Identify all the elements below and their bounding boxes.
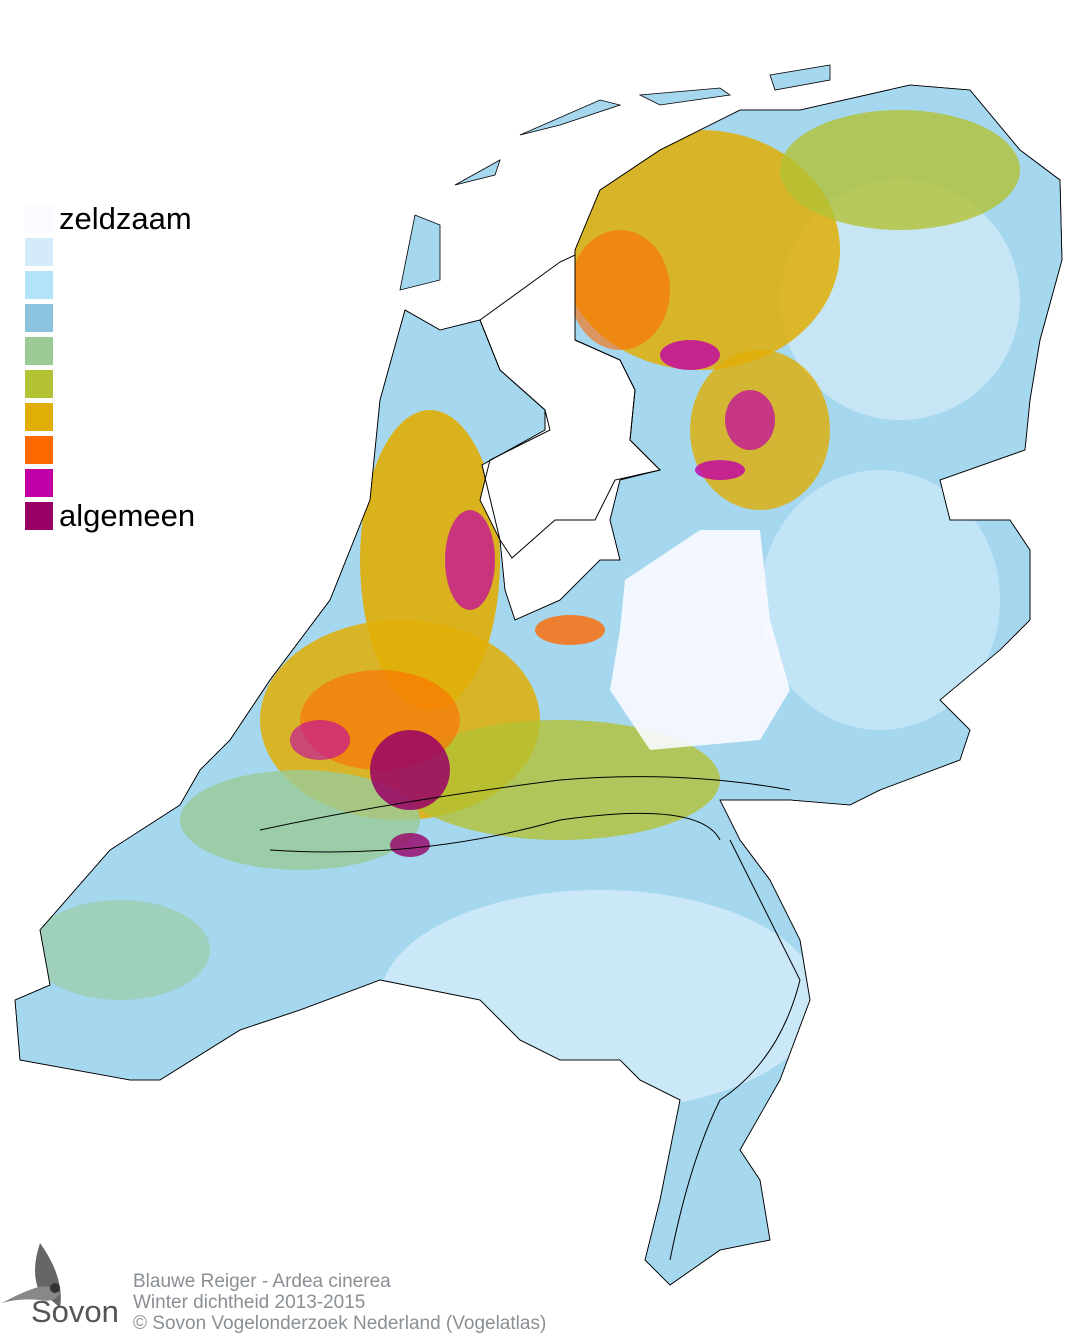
legend-item (25, 370, 53, 398)
legend-item (25, 436, 53, 464)
species-name: Blauwe Reiger - Ardea cinerea (133, 1271, 391, 1292)
legend-swatch (25, 502, 53, 530)
legend-swatch (25, 436, 53, 464)
legend-item (25, 337, 53, 365)
density-legend: zeldzaam algemeen (25, 201, 195, 535)
legend-item (25, 403, 53, 431)
legend-swatch (25, 337, 53, 365)
map-subtitle: Winter dichtheid 2013-2015 (133, 1292, 366, 1313)
country-outline (14, 84, 1063, 1286)
copyright: © Sovon Vogelonderzoek Nederland (Vogela… (133, 1313, 547, 1334)
legend-swatch (25, 469, 53, 497)
flevoland-area (610, 530, 790, 750)
legend-item (25, 469, 53, 497)
legend-swatch (25, 304, 53, 332)
legend-label-low: zeldzaam (59, 201, 192, 236)
legend-swatch (25, 271, 53, 299)
legend-item (25, 271, 53, 299)
legend-item: zeldzaam (25, 201, 192, 236)
legend-swatch (25, 205, 53, 233)
legend-item: algemeen (25, 498, 195, 533)
legend-label-high: algemeen (59, 498, 196, 533)
sovon-logo-text: Sovon (31, 1294, 119, 1329)
sovon-swallow-logo (2, 1243, 61, 1308)
river-lines (259, 776, 801, 1261)
legend-item (25, 238, 53, 266)
legend-swatch (25, 370, 53, 398)
map-caption: Blauwe Reiger - Ardea cinerea Winter dic… (133, 1271, 546, 1334)
legend-swatch (25, 238, 53, 266)
legend-item (25, 304, 53, 332)
legend-swatch (25, 403, 53, 431)
